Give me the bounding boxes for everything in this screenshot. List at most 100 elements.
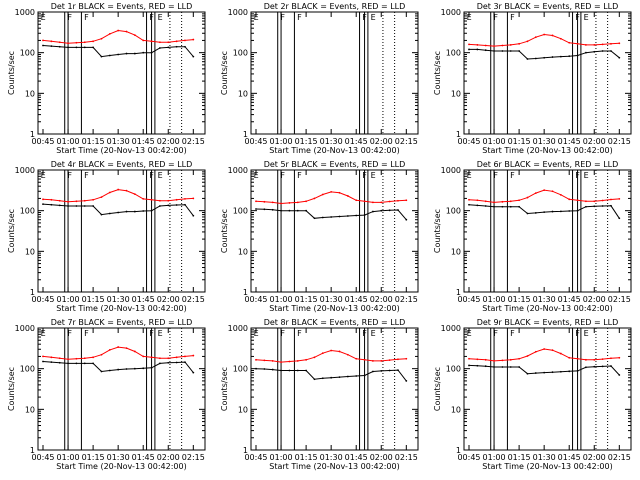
- lld-data-point: [363, 358, 366, 361]
- x-axis-label: Start Time (20-Nov-13 00:42:00): [482, 146, 612, 155]
- events-data-point: [551, 371, 554, 374]
- flag-label: F: [362, 13, 367, 22]
- events-data-point: [42, 360, 44, 363]
- events-data-point: [184, 45, 186, 48]
- events-data-point: [493, 366, 495, 368]
- y-tick-label: 100: [233, 207, 248, 216]
- events-data-point: [175, 204, 178, 206]
- y-axis-label: Counts/sec: [433, 51, 442, 95]
- flag-label: F: [84, 13, 89, 22]
- lld-data-point: [618, 356, 621, 359]
- x-tick-label: 01:45: [345, 295, 368, 304]
- events-data-point: [175, 361, 178, 364]
- x-tick-label: 01:15: [82, 295, 105, 304]
- events-data-point: [280, 369, 282, 372]
- lld-data-point: [263, 200, 266, 203]
- flag-label: F: [149, 329, 154, 338]
- flag-label: F: [67, 329, 72, 338]
- lld-data-point: [484, 200, 487, 203]
- events-data-point: [167, 361, 170, 364]
- y-tick-label: 10: [25, 247, 35, 256]
- chart-panel: Det 7r BLACK = Events, RED = LLD 1 10 100 10…: [7, 318, 206, 471]
- events-data-point: [159, 47, 161, 49]
- lld-data-point: [175, 356, 178, 359]
- events-data-point: [388, 369, 391, 372]
- y-tick-label: 1000: [15, 8, 35, 17]
- events-data-point: [175, 45, 178, 48]
- events-data-point: [142, 210, 145, 212]
- flag-label: E: [254, 13, 259, 22]
- events-data-point: [58, 45, 61, 48]
- flag-label: E: [254, 171, 259, 180]
- x-tick-label: 01:00: [57, 295, 80, 304]
- lld-data-point: [568, 41, 571, 44]
- lld-data-point: [50, 40, 53, 43]
- events-data-point: [92, 46, 95, 49]
- events-data-point: [167, 204, 170, 207]
- lld-data-point: [142, 197, 145, 200]
- lld-data-point: [405, 357, 408, 360]
- lld-data-point: [363, 200, 366, 203]
- events-data-point: [167, 46, 170, 49]
- lld-data-point: [175, 198, 178, 201]
- events-data-point: [518, 366, 521, 368]
- x-tick-label: 02:15: [395, 137, 418, 146]
- flag-label: F: [575, 329, 580, 338]
- x-axis-label: Start Time (20-Nov-13 00:42:00): [56, 146, 186, 155]
- lld-data-point: [484, 44, 487, 47]
- events-data-point: [585, 205, 587, 208]
- x-tick-label: 00:45: [31, 453, 54, 462]
- flag-label: E: [467, 329, 472, 338]
- lld-data-point: [255, 358, 257, 361]
- plot-frame: [37, 11, 206, 135]
- x-tick-label: 01:45: [345, 453, 368, 462]
- events-data-point: [501, 205, 504, 208]
- flag-label: E: [584, 171, 589, 180]
- plot-frame: [463, 327, 632, 451]
- x-tick-label: 02:15: [608, 453, 631, 462]
- y-tick-label: 1000: [441, 324, 461, 333]
- lld-data-point: [526, 40, 529, 43]
- lld-data-point: [593, 200, 596, 203]
- x-tick-label: 02:00: [370, 453, 393, 462]
- plot-frame: [463, 11, 632, 135]
- events-data-point: [610, 50, 612, 52]
- x-tick-label: 02:00: [370, 295, 393, 304]
- lld-data-point: [585, 200, 587, 203]
- lld-data-point: [551, 190, 554, 193]
- flag-label: E: [371, 171, 376, 180]
- chart-panel: Det 9r BLACK = Events, RED = LLD 1 10 100 10…: [433, 318, 632, 471]
- lld-data-point: [92, 40, 95, 43]
- flag-label: E: [158, 13, 163, 22]
- events-data-point: [501, 366, 504, 368]
- lld-data-point: [493, 201, 495, 204]
- flag-label: E: [584, 13, 589, 22]
- lld-data-point: [263, 359, 266, 362]
- x-tick-label: 02:00: [583, 137, 606, 146]
- events-data-point: [526, 212, 529, 215]
- x-tick-label: 02:15: [182, 137, 205, 146]
- lld-data-point: [125, 30, 128, 33]
- y-tick-label: 1: [456, 446, 461, 455]
- lld-data-point: [67, 200, 69, 203]
- lld-data-point: [280, 202, 282, 205]
- events-data-point: [330, 376, 333, 379]
- events-data-point: [192, 55, 195, 58]
- events-data-point: [150, 366, 153, 369]
- lld-data-point: [346, 353, 349, 356]
- x-tick-label: 01:45: [345, 137, 368, 146]
- events-data-point: [576, 370, 579, 372]
- flag-label: F: [280, 13, 285, 22]
- lld-data-point: [372, 360, 374, 362]
- y-tick-label: 100: [233, 365, 248, 374]
- lld-data-point: [184, 197, 186, 200]
- x-tick-label: 01:45: [558, 137, 581, 146]
- events-data-point: [509, 205, 512, 208]
- events-data-point: [125, 52, 128, 55]
- events-data-point: [192, 214, 195, 217]
- y-tick-label: 10: [451, 89, 461, 98]
- x-tick-label: 02:15: [395, 295, 418, 304]
- x-tick-label: 01:00: [270, 137, 293, 146]
- events-data-point: [42, 203, 44, 206]
- events-data-point: [83, 46, 86, 49]
